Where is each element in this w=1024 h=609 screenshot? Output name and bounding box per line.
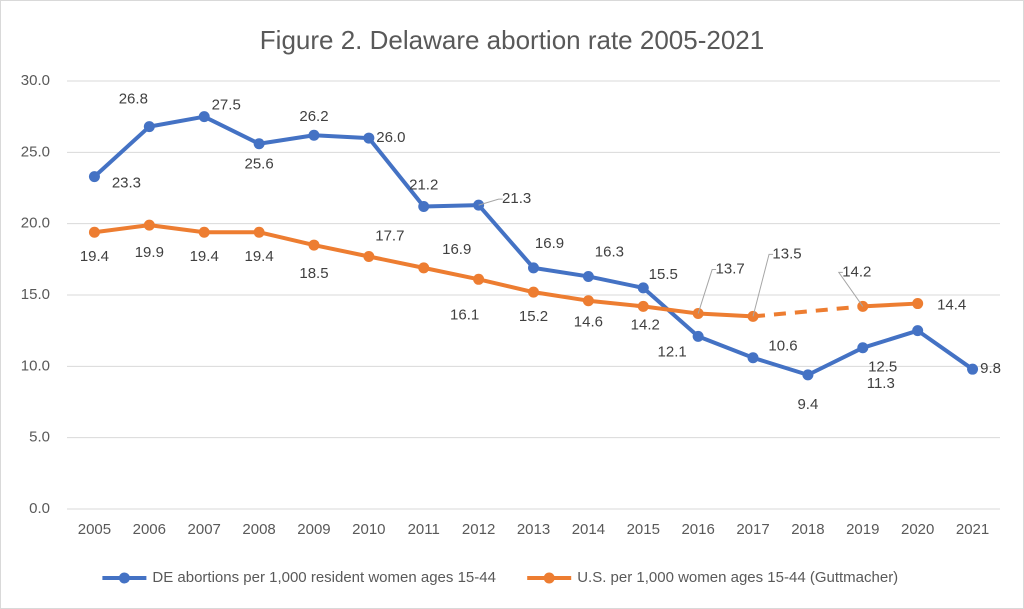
data-label: 11.3 bbox=[867, 375, 895, 392]
marker bbox=[308, 239, 320, 251]
y-tick-label: 20.0 bbox=[21, 215, 50, 232]
marker bbox=[253, 138, 265, 150]
data-label: 27.5 bbox=[212, 97, 241, 114]
data-label: 14.4 bbox=[937, 297, 966, 314]
marker bbox=[967, 363, 979, 375]
marker bbox=[747, 352, 759, 364]
marker bbox=[308, 129, 320, 141]
marker bbox=[582, 295, 594, 307]
chart-title: Figure 2. Delaware abortion rate 2005-20… bbox=[260, 25, 764, 55]
data-label: 26.0 bbox=[376, 129, 405, 146]
x-tick-label: 2010 bbox=[352, 521, 385, 538]
leader-line bbox=[478, 198, 503, 206]
marker bbox=[692, 330, 704, 342]
x-tick-label: 2007 bbox=[188, 521, 221, 538]
data-label: 16.3 bbox=[595, 243, 624, 260]
data-label: 21.2 bbox=[409, 177, 438, 194]
x-tick-label: 2018 bbox=[791, 521, 824, 538]
leader-line bbox=[752, 253, 774, 317]
marker bbox=[418, 262, 430, 274]
data-label: 14.2 bbox=[631, 316, 660, 333]
legend-label: U.S. per 1,000 women ages 15-44 (Guttmac… bbox=[577, 569, 898, 586]
y-tick-label: 30.0 bbox=[21, 72, 50, 89]
x-tick-label: 2009 bbox=[297, 521, 330, 538]
data-label: 12.1 bbox=[658, 343, 687, 360]
data-label: 15.5 bbox=[649, 266, 678, 283]
marker bbox=[363, 132, 375, 144]
data-label: 19.4 bbox=[80, 248, 109, 265]
y-tick-label: 5.0 bbox=[29, 429, 50, 446]
x-tick-label: 2012 bbox=[462, 521, 495, 538]
data-label: 19.4 bbox=[190, 248, 219, 265]
marker bbox=[143, 219, 155, 231]
marker bbox=[198, 226, 210, 238]
data-label: 19.9 bbox=[135, 244, 164, 261]
marker bbox=[637, 282, 649, 294]
data-label: 26.2 bbox=[299, 108, 328, 125]
data-label: 10.6 bbox=[768, 338, 797, 355]
x-tick-label: 2019 bbox=[846, 521, 879, 538]
marker bbox=[528, 262, 539, 274]
x-tick-label: 2014 bbox=[572, 521, 605, 538]
marker bbox=[363, 250, 375, 262]
data-label: 16.1 bbox=[450, 306, 479, 323]
y-tick-label: 15.0 bbox=[21, 286, 50, 303]
data-label: 12.5 bbox=[868, 359, 897, 376]
legend-marker bbox=[543, 572, 555, 584]
x-tick-label: 2011 bbox=[408, 521, 440, 538]
leader-line bbox=[697, 269, 717, 314]
y-tick-label: 25.0 bbox=[21, 143, 50, 160]
marker bbox=[528, 286, 539, 298]
data-label: 23.3 bbox=[112, 175, 141, 192]
data-label: 14.2 bbox=[842, 263, 871, 280]
y-tick-label: 0.0 bbox=[29, 500, 50, 517]
marker bbox=[88, 171, 100, 183]
data-label: 18.5 bbox=[299, 265, 328, 282]
marker bbox=[418, 201, 430, 213]
y-tick-label: 10.0 bbox=[21, 357, 50, 374]
leader-line bbox=[837, 271, 864, 307]
x-tick-label: 2015 bbox=[627, 521, 660, 538]
data-label: 13.5 bbox=[772, 245, 801, 262]
marker bbox=[88, 226, 100, 238]
gap-connector bbox=[752, 304, 863, 319]
x-tick-label: 2005 bbox=[78, 521, 111, 538]
data-label: 19.4 bbox=[244, 248, 273, 265]
data-label: 25.6 bbox=[244, 156, 273, 173]
data-label: 26.8 bbox=[119, 91, 148, 108]
legend-marker bbox=[118, 572, 130, 584]
x-tick-label: 2021 bbox=[956, 521, 989, 538]
data-label: 9.8 bbox=[980, 360, 1001, 377]
data-label: 16.9 bbox=[442, 241, 471, 258]
marker bbox=[198, 111, 210, 123]
data-label: 13.7 bbox=[716, 261, 745, 278]
data-label: 17.7 bbox=[375, 227, 404, 244]
data-label: 21.3 bbox=[502, 190, 531, 207]
marker bbox=[802, 369, 814, 381]
data-label: 15.2 bbox=[519, 308, 548, 325]
data-label: 14.6 bbox=[574, 314, 603, 331]
marker bbox=[912, 298, 924, 310]
x-tick-label: 2013 bbox=[517, 521, 550, 538]
x-tick-label: 2008 bbox=[242, 521, 275, 538]
marker bbox=[637, 300, 649, 312]
marker bbox=[143, 121, 155, 133]
x-tick-label: 2017 bbox=[736, 521, 769, 538]
legend-label: DE abortions per 1,000 resident women ag… bbox=[152, 569, 496, 586]
marker bbox=[912, 325, 924, 337]
marker bbox=[253, 226, 265, 238]
marker bbox=[582, 270, 594, 282]
data-label: 16.9 bbox=[535, 235, 564, 252]
data-label: 9.4 bbox=[797, 396, 818, 413]
x-tick-label: 2016 bbox=[681, 521, 714, 538]
marker bbox=[857, 342, 869, 354]
marker bbox=[473, 273, 485, 285]
x-tick-label: 2006 bbox=[133, 521, 166, 538]
x-tick-label: 2020 bbox=[901, 521, 934, 538]
